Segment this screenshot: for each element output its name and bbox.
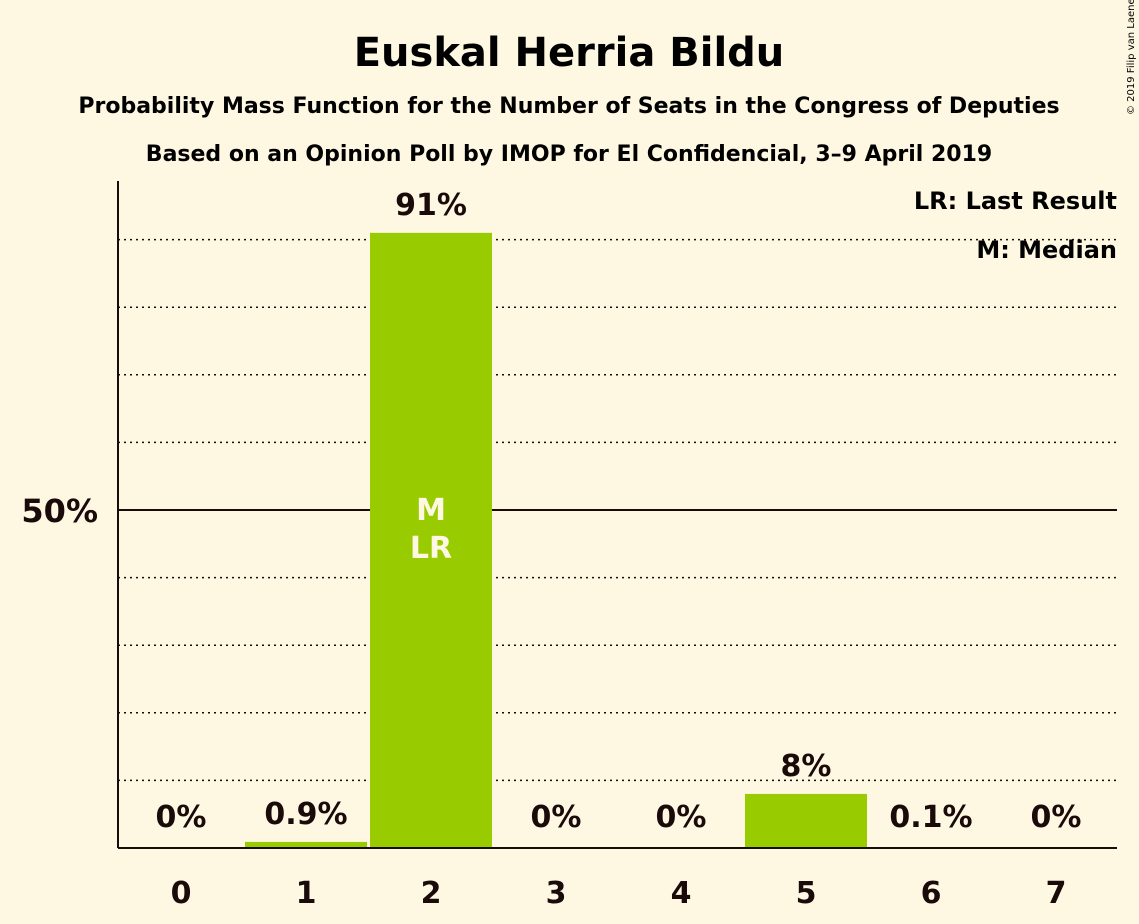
bars: [245, 232, 992, 849]
value-label-0: 0%: [156, 800, 207, 835]
y-tick-label-50: 50%: [21, 492, 98, 530]
labels: 50% 0 1 2 3 4 5 6 7 0% 0.9% 91% 0% 0% 8% 0.1% 0% MLR: [21, 188, 1081, 911]
bar-2: [370, 232, 492, 849]
chart-title: Euskal Herria Bildu: [354, 30, 785, 76]
legend-last-result: LR: Last Result: [914, 187, 1117, 215]
value-label-5: 8%: [781, 749, 832, 784]
bar-1: [245, 841, 367, 848]
value-label-2: 91%: [395, 188, 467, 223]
copyright-notice: © 2019 Filip van Laenen: [1126, 0, 1137, 115]
x-tick-label-2: 2: [421, 876, 442, 911]
x-tick-label-1: 1: [296, 876, 317, 911]
x-tick-label-4: 4: [671, 876, 692, 911]
bar-5: [745, 793, 867, 848]
chart-source: Based on an Opinion Poll by IMOP for El …: [146, 142, 992, 167]
last-result-marker: LR: [410, 531, 452, 566]
x-tick-label-0: 0: [171, 876, 192, 911]
legend-median: M: Median: [976, 236, 1117, 264]
grid-lines: [118, 238, 1117, 782]
x-tick-label-7: 7: [1046, 876, 1067, 911]
value-label-7: 0%: [1031, 800, 1082, 835]
x-tick-label-3: 3: [546, 876, 567, 911]
chart-subtitle: Probability Mass Function for the Number…: [78, 94, 1059, 119]
value-label-6: 0.1%: [889, 800, 972, 835]
axes: [117, 181, 1117, 849]
value-label-3: 0%: [531, 800, 582, 835]
median-marker: M: [416, 493, 446, 528]
value-label-1: 0.9%: [264, 797, 347, 832]
x-tick-label-5: 5: [796, 876, 817, 911]
value-label-4: 0%: [656, 800, 707, 835]
x-tick-label-6: 6: [921, 876, 942, 911]
